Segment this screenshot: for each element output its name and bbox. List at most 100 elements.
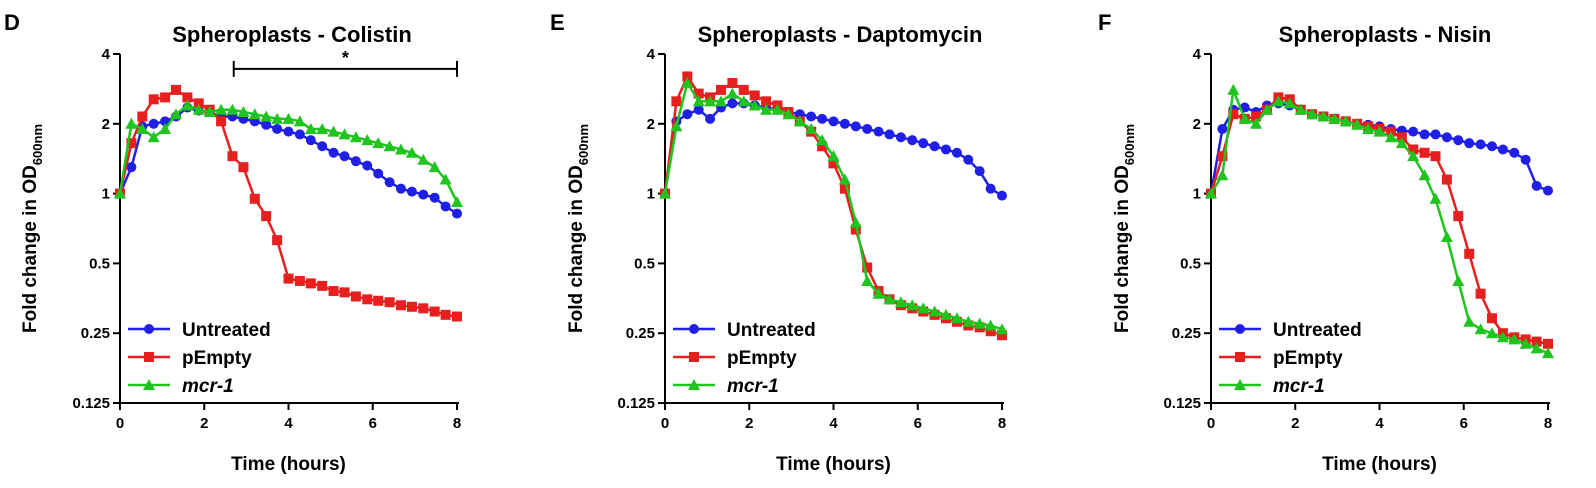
data-point — [693, 104, 704, 115]
data-point — [272, 235, 283, 246]
legend-label: pEmpty — [1273, 348, 1343, 369]
data-point — [861, 274, 874, 286]
x-tick-label: 4 — [1375, 415, 1384, 432]
data-point — [1250, 117, 1263, 129]
data-point — [838, 173, 851, 185]
data-point — [384, 177, 395, 188]
data-point — [1272, 95, 1285, 107]
data-point — [1475, 139, 1486, 150]
data-point — [126, 162, 137, 173]
legend-label: Untreated — [1273, 320, 1362, 341]
data-point — [1227, 83, 1240, 95]
data-point — [883, 293, 896, 305]
y-axis-label-main: Fold change in OD — [20, 165, 41, 333]
data-point — [114, 187, 126, 199]
data-point — [248, 108, 261, 120]
data-point — [940, 144, 951, 155]
data-point — [682, 109, 693, 120]
data-point — [1497, 144, 1508, 155]
data-point — [738, 84, 749, 95]
data-point — [249, 193, 260, 204]
y-axis-label-subscript: 600nm — [30, 124, 45, 165]
data-point — [705, 113, 716, 124]
data-point — [362, 294, 373, 305]
data-point — [760, 103, 773, 115]
legend-label: Untreated — [727, 320, 816, 341]
data-point — [328, 147, 339, 158]
data-point — [193, 98, 204, 109]
x-tick-label: 2 — [200, 415, 208, 432]
data-point — [1475, 288, 1486, 299]
data-point — [1464, 138, 1475, 149]
data-point — [670, 120, 683, 132]
data-point — [782, 108, 795, 120]
series-pempty — [115, 84, 462, 322]
data-point — [726, 87, 739, 99]
data-point — [383, 140, 396, 152]
panel-letter: D — [4, 10, 20, 35]
y-tick-label: 4 — [1193, 46, 1202, 63]
chart-title: Spheroplasts - Nisin — [1279, 22, 1492, 47]
data-point — [984, 319, 997, 331]
data-point — [895, 132, 906, 143]
data-point — [1463, 315, 1476, 327]
legend-item: mcr-1 — [128, 376, 234, 397]
data-point — [918, 138, 929, 149]
data-point — [693, 88, 704, 99]
data-point — [839, 118, 850, 129]
data-point — [405, 146, 418, 158]
data-point — [951, 147, 962, 158]
legend-marker — [1235, 324, 1245, 334]
legend-marker — [689, 324, 699, 334]
data-point — [417, 153, 430, 165]
legend-label: Untreated — [182, 320, 271, 341]
x-tick-label: 6 — [914, 415, 922, 432]
data-point — [136, 122, 149, 134]
data-point — [1395, 137, 1408, 149]
data-point — [192, 103, 205, 115]
data-point — [1474, 323, 1487, 335]
data-point — [1453, 135, 1464, 146]
x-axis-label: Time (hours) — [776, 454, 891, 475]
data-point — [962, 315, 975, 327]
data-point — [215, 103, 228, 115]
data-point — [350, 291, 361, 302]
chart-panel-d: D Spheroplasts - Colistin 0.125 0.25 0.5 1 2 4 0… — [4, 10, 463, 475]
data-point — [440, 201, 451, 212]
series-untreated — [660, 98, 1007, 201]
data-point — [671, 96, 682, 107]
series-mcr-1 — [114, 99, 463, 207]
legend-item: Untreated — [1219, 320, 1362, 341]
data-point — [1440, 230, 1453, 242]
legend-item: Untreated — [673, 320, 816, 341]
data-point — [1384, 131, 1397, 143]
data-point — [373, 295, 384, 306]
data-point — [1373, 125, 1386, 137]
data-point — [1408, 144, 1419, 155]
data-point — [839, 183, 850, 194]
data-point — [395, 183, 406, 194]
data-point — [159, 122, 172, 134]
legend-marker — [143, 379, 155, 390]
y-tick-label: 0.5 — [634, 255, 655, 272]
data-point — [1418, 169, 1431, 181]
x-tick-label: 0 — [1207, 415, 1215, 432]
data-point — [293, 115, 306, 127]
series-line — [663, 73, 1003, 337]
data-point — [1419, 147, 1430, 158]
x-tick-label: 4 — [284, 415, 293, 432]
data-point — [182, 92, 193, 103]
legend-marker — [689, 352, 699, 362]
data-point — [771, 103, 784, 115]
data-point — [203, 105, 216, 117]
data-point — [406, 301, 417, 312]
y-tick-label: 0.125 — [1163, 395, 1201, 412]
y-tick-label: 4 — [102, 46, 111, 63]
data-point — [862, 262, 873, 273]
data-point — [271, 112, 284, 124]
data-point — [305, 278, 316, 289]
x-tick-label: 0 — [661, 415, 669, 432]
data-point — [849, 216, 862, 228]
data-point — [985, 326, 996, 337]
